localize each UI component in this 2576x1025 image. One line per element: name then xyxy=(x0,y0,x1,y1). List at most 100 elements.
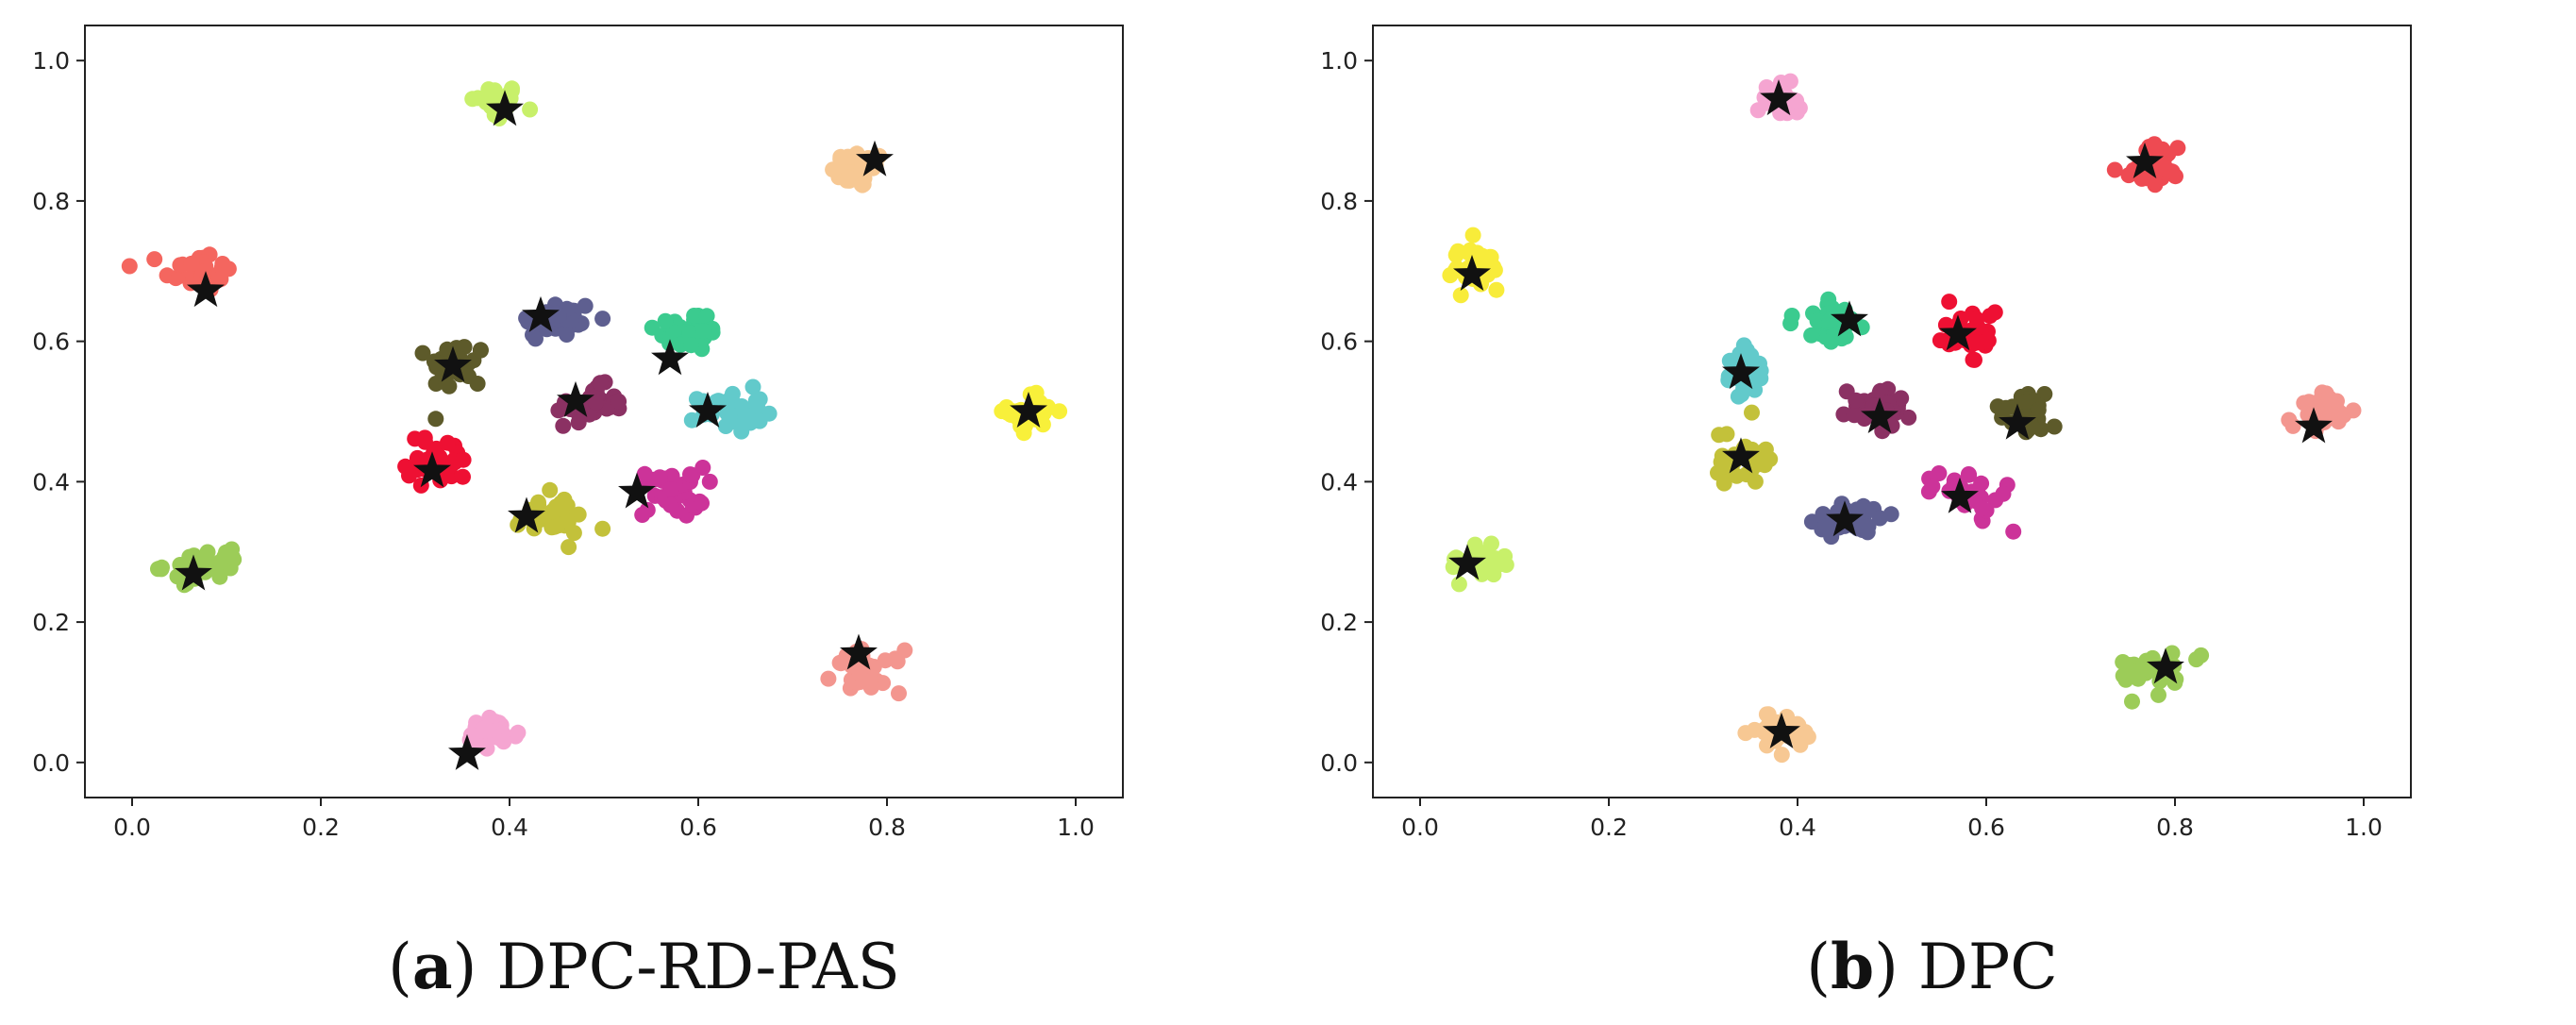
data-point xyxy=(542,482,558,498)
data-point xyxy=(1744,405,1760,421)
data-point xyxy=(154,560,170,576)
data-point xyxy=(1968,335,1984,351)
data-point xyxy=(184,256,200,272)
data-point xyxy=(689,391,705,407)
data-point xyxy=(555,418,571,434)
x-tick-label: 1.0 xyxy=(2345,814,2383,841)
data-point xyxy=(1484,555,1500,571)
data-point xyxy=(694,496,710,512)
data-point xyxy=(146,251,162,267)
y-tick-label: 0.6 xyxy=(32,328,70,356)
data-point xyxy=(994,403,1010,419)
data-point xyxy=(1941,294,1957,310)
data-point xyxy=(522,102,538,118)
caption-a-text: DPC-RD-PAS xyxy=(496,931,900,1003)
data-point xyxy=(658,313,674,329)
caption-b-text: DPC xyxy=(1918,931,2058,1003)
data-point xyxy=(1774,747,1790,763)
data-point xyxy=(663,481,679,497)
data-point xyxy=(1748,474,1764,490)
data-point xyxy=(1966,352,1982,368)
data-point xyxy=(2159,161,2175,177)
data-point xyxy=(2150,687,2166,703)
data-point xyxy=(560,539,577,555)
data-point xyxy=(841,170,857,186)
data-point xyxy=(415,345,431,361)
data-point xyxy=(2125,664,2141,680)
data-point xyxy=(1475,248,1491,264)
data-point xyxy=(122,259,138,275)
data-point xyxy=(1715,459,1731,475)
x-tick-label: 0.0 xyxy=(113,814,151,841)
x-tick-label: 1.0 xyxy=(1057,814,1095,841)
data-point xyxy=(695,323,711,339)
x-tick-label: 0.4 xyxy=(1779,814,1816,841)
data-point xyxy=(407,430,423,446)
data-point xyxy=(825,161,841,177)
data-point xyxy=(1974,500,1990,516)
panel-a: 0.0 0.2 0.4 0.6 0.8 1.0 0.0 0.2 0.4 0.6 0.8 1.0 (a)… xyxy=(0,0,1288,1025)
scatter-plot-a: 0.0 0.2 0.4 0.6 0.8 1.0 0.0 0.2 0.4 0.6 0.8 1.0 xyxy=(0,0,1288,868)
data-point xyxy=(571,414,587,430)
data-point xyxy=(544,503,560,519)
data-point xyxy=(1451,576,1467,592)
data-point xyxy=(221,260,237,277)
data-point xyxy=(2301,394,2317,410)
scatter-plot-b: 0.0 0.2 0.4 0.6 0.8 1.0 0.0 0.2 0.4 0.6 0.8 1.0 xyxy=(1288,0,2576,868)
data-point xyxy=(862,673,878,689)
data-point xyxy=(460,368,477,384)
data-point xyxy=(401,467,417,483)
data-point xyxy=(1736,337,1752,353)
data-point xyxy=(2005,524,2021,540)
data-point xyxy=(2322,391,2338,407)
y-tick-label: 1.0 xyxy=(1320,47,1358,75)
y-tick-label: 0.2 xyxy=(1320,609,1358,636)
data-point xyxy=(1987,304,2003,320)
y-tick-label: 0.2 xyxy=(32,609,70,636)
data-point xyxy=(745,379,761,395)
data-point xyxy=(683,337,699,353)
x-tick-label: 0.4 xyxy=(491,814,528,841)
data-point xyxy=(1450,244,1466,260)
data-point xyxy=(2188,651,2204,667)
data-point xyxy=(1961,467,1977,483)
data-point xyxy=(1711,427,1727,443)
data-point xyxy=(577,298,594,314)
caption-b: (b) DPC xyxy=(1288,930,2576,1003)
data-point xyxy=(551,307,567,323)
data-point xyxy=(1924,479,1940,495)
data-point xyxy=(559,327,575,343)
data-point xyxy=(1716,476,1732,492)
data-point xyxy=(1818,519,1834,535)
data-point xyxy=(2107,162,2123,178)
data-point xyxy=(702,474,718,490)
y-tick-label: 0.0 xyxy=(1320,749,1358,777)
data-point xyxy=(748,393,764,409)
data-point xyxy=(1755,451,1771,467)
data-point xyxy=(440,435,456,451)
y-tick-label: 0.6 xyxy=(1320,328,1358,356)
data-point xyxy=(510,725,526,741)
x-tick-label: 0.0 xyxy=(1401,814,1439,841)
data-point xyxy=(840,149,856,165)
data-point xyxy=(211,569,227,585)
data-point xyxy=(1847,407,1863,423)
data-point xyxy=(2285,418,2301,434)
data-point xyxy=(2047,419,2063,435)
data-point xyxy=(1792,737,1808,753)
y-tick-label: 0.0 xyxy=(32,749,70,777)
y-tick-label: 0.4 xyxy=(1320,468,1358,496)
x-tick-label: 0.2 xyxy=(302,814,340,841)
data-point xyxy=(820,671,836,687)
y-tick-label: 0.8 xyxy=(1320,188,1358,215)
data-point xyxy=(1996,486,2012,502)
data-point xyxy=(593,375,609,391)
y-tick-label: 0.4 xyxy=(32,468,70,496)
data-point xyxy=(2124,694,2140,710)
data-point xyxy=(225,549,241,565)
data-point xyxy=(427,411,443,427)
data-point xyxy=(594,521,611,537)
data-point xyxy=(891,685,907,701)
data-point xyxy=(634,507,650,523)
data-point xyxy=(455,469,471,485)
